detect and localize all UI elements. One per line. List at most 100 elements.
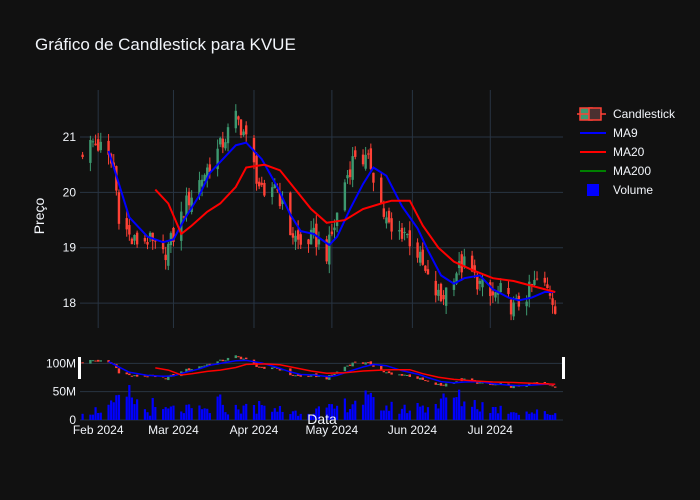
- x-tick-label: Apr 2024: [230, 423, 279, 437]
- volume-bar: [434, 403, 437, 420]
- candle-body: [151, 232, 154, 241]
- volume-bar: [130, 397, 134, 420]
- range-slider-candle: [426, 380, 430, 382]
- range-slider-candle: [403, 374, 406, 376]
- legend-item-volume[interactable]: Volume: [587, 183, 653, 197]
- candle-body: [278, 191, 282, 207]
- volume-bar: [136, 399, 139, 420]
- volume-bar: [372, 397, 375, 420]
- y-axis-title: Preço: [31, 198, 47, 235]
- volume-bar: [439, 398, 443, 420]
- volume-bar: [219, 394, 222, 420]
- candle-body: [328, 234, 331, 265]
- range-slider-candle: [369, 361, 373, 365]
- candle-body: [364, 154, 367, 169]
- range-slider-right-handle[interactable]: [562, 357, 565, 379]
- candle-body: [276, 189, 279, 191]
- candle-body: [198, 180, 201, 196]
- volume-bar: [99, 412, 102, 420]
- range-slider-candle: [512, 385, 515, 389]
- volume-bar: [525, 411, 528, 420]
- range-slider[interactable]: [78, 355, 565, 389]
- legend[interactable]: Candlestick MA9 MA20 MA200 Volume: [577, 107, 676, 197]
- volume-bar: [424, 412, 427, 420]
- range-slider-candle: [442, 384, 445, 386]
- volume-bar: [546, 414, 549, 420]
- candle-body: [348, 169, 352, 178]
- candle-body: [507, 287, 510, 294]
- range-slider-candle: [328, 375, 331, 380]
- candle-body: [403, 231, 406, 233]
- candle-body: [528, 281, 531, 298]
- candle-body: [543, 277, 547, 283]
- candle-body: [512, 302, 515, 317]
- candle-body: [125, 218, 128, 230]
- chart-title: Gráfico de Candlestick para KVUE: [35, 35, 296, 54]
- range-slider-candle: [89, 359, 92, 364]
- volume-bar: [115, 395, 118, 420]
- volume-bar: [473, 400, 476, 420]
- range-slider-candle: [135, 374, 139, 377]
- range-slider-candle: [224, 360, 227, 362]
- volume-bar: [528, 413, 531, 420]
- candle-body: [499, 283, 502, 293]
- candle-body: [434, 280, 437, 296]
- volume-bar: [312, 413, 315, 420]
- legend-item-ma200[interactable]: MA200: [580, 164, 651, 178]
- range-slider-candle: [509, 385, 513, 388]
- legend-item-candlestick[interactable]: Candlestick: [577, 107, 676, 121]
- range-slider-candle: [296, 374, 300, 376]
- volume-bar: [143, 409, 147, 420]
- range-slider-candle: [361, 362, 365, 364]
- candle-body: [333, 227, 336, 231]
- candle-body: [354, 150, 357, 157]
- range-slider-candle: [444, 383, 448, 387]
- candle-body: [551, 298, 554, 305]
- volume-bar: [128, 385, 131, 420]
- range-slider-candle: [325, 375, 328, 380]
- candle-body: [398, 230, 401, 232]
- candle-body: [463, 256, 466, 267]
- volume-bar: [91, 414, 95, 420]
- candle-body: [221, 138, 225, 148]
- candle-body: [478, 280, 482, 284]
- volume-bar: [281, 411, 284, 420]
- volume-bar: [426, 407, 430, 420]
- range-slider-left-handle[interactable]: [78, 357, 81, 379]
- range-slider-candle: [91, 360, 95, 362]
- range-slider-candle: [208, 363, 212, 366]
- candle-body: [554, 306, 557, 314]
- candle-body: [346, 175, 349, 179]
- candle-body: [385, 217, 388, 224]
- candle-body: [130, 238, 134, 245]
- volume-bar: [543, 411, 546, 420]
- range-slider-candle: [348, 364, 352, 366]
- candle-body: [424, 265, 427, 271]
- candle-body: [203, 174, 206, 182]
- range-slider-candle: [554, 386, 557, 388]
- legend-item-ma9[interactable]: MA9: [580, 126, 638, 140]
- volume-bar: [172, 405, 175, 420]
- candle-body: [437, 289, 440, 296]
- volume-bar: [390, 401, 393, 420]
- y-tick-label: 18: [63, 296, 77, 310]
- volume-bar: [234, 404, 237, 420]
- volume-bar: [297, 415, 300, 420]
- range-slider-candle: [206, 364, 209, 367]
- range-slider-candle: [187, 368, 191, 371]
- candle-body: [255, 155, 258, 184]
- volume-bar: [408, 410, 411, 420]
- candle-body: [244, 125, 248, 135]
- range-slider-candle: [107, 360, 110, 363]
- range-slider-candle: [551, 385, 554, 387]
- candle-body: [325, 239, 328, 262]
- legend-item-ma20[interactable]: MA20: [580, 145, 645, 159]
- volume-tick-label: 50M: [53, 385, 76, 399]
- volume-bar: [161, 409, 165, 420]
- candle-body: [107, 140, 110, 155]
- candle-body: [367, 153, 370, 155]
- range-slider-candle: [237, 356, 240, 358]
- volume-bar: [255, 413, 258, 420]
- range-slider-candle: [164, 378, 167, 380]
- volume-bar: [278, 405, 282, 420]
